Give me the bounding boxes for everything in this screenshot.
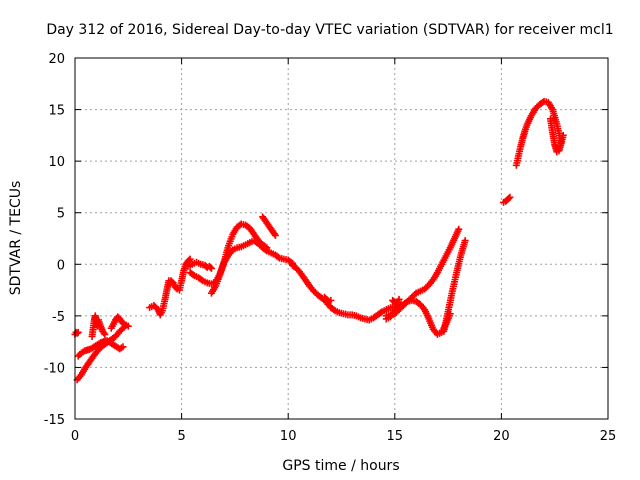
series-arc-j [207, 237, 296, 297]
y-tick-label: 15 [48, 104, 65, 119]
data-point [101, 330, 109, 338]
data-point [274, 253, 282, 261]
y-tick-label: 0 [57, 258, 65, 273]
data-point [186, 255, 194, 263]
series-arc-g [165, 255, 194, 294]
series-arc-k [259, 213, 279, 239]
plot-area [75, 58, 608, 419]
data-point [271, 231, 279, 239]
data-point [207, 264, 215, 272]
y-tick-label: 20 [48, 52, 65, 67]
data-point [197, 276, 205, 284]
series-arc-m [320, 293, 335, 305]
series-arc-l [288, 261, 399, 324]
series-arc-r [500, 193, 514, 206]
data-point [461, 237, 469, 245]
x-tick-label: 0 [71, 429, 79, 444]
data-point [330, 306, 338, 314]
data-point [505, 194, 513, 202]
series-arc-d [88, 312, 109, 340]
x-tick-label: 25 [600, 429, 617, 444]
y-tick-label: -10 [44, 361, 65, 376]
data-point [559, 131, 567, 139]
data-point [377, 309, 385, 317]
series-arc-h [184, 258, 215, 272]
data-points [71, 97, 567, 384]
data-point [327, 296, 335, 304]
x-tick-label: 15 [387, 429, 404, 444]
x-axis-label: GPS time / hours [282, 458, 399, 474]
y-axis-label: SDTVAR / TECUs [8, 181, 24, 296]
series-arc-e [107, 313, 132, 332]
data-point [395, 295, 403, 303]
y-tick-label: 10 [48, 155, 65, 170]
y-tick-label: -15 [44, 413, 65, 428]
series-arc-p [440, 237, 469, 335]
data-point [74, 328, 82, 336]
data-point [411, 291, 419, 299]
axes: 0 5 10 15 20 25 -15 -10 -5 0 5 10 15 20 [44, 52, 617, 444]
data-point [506, 193, 514, 201]
series-arc-q [389, 295, 403, 309]
y-tick-label: 5 [57, 207, 65, 222]
x-tick-label: 10 [280, 429, 297, 444]
x-tick-label: 20 [493, 429, 510, 444]
data-point [261, 246, 269, 254]
data-point [206, 263, 214, 271]
data-point [455, 225, 463, 233]
data-point [185, 256, 193, 264]
series-arc-c [74, 337, 127, 360]
data-point [124, 322, 132, 330]
x-tick-label: 5 [177, 429, 185, 444]
y-tick-label: -5 [52, 310, 65, 325]
chart-title: Day 312 of 2016, Sidereal Day-to-day VTE… [46, 22, 613, 38]
data-point [402, 298, 410, 306]
data-point [119, 343, 127, 351]
plot-frame [74, 57, 609, 420]
data-point [189, 271, 197, 279]
series-arc-t [546, 115, 567, 156]
